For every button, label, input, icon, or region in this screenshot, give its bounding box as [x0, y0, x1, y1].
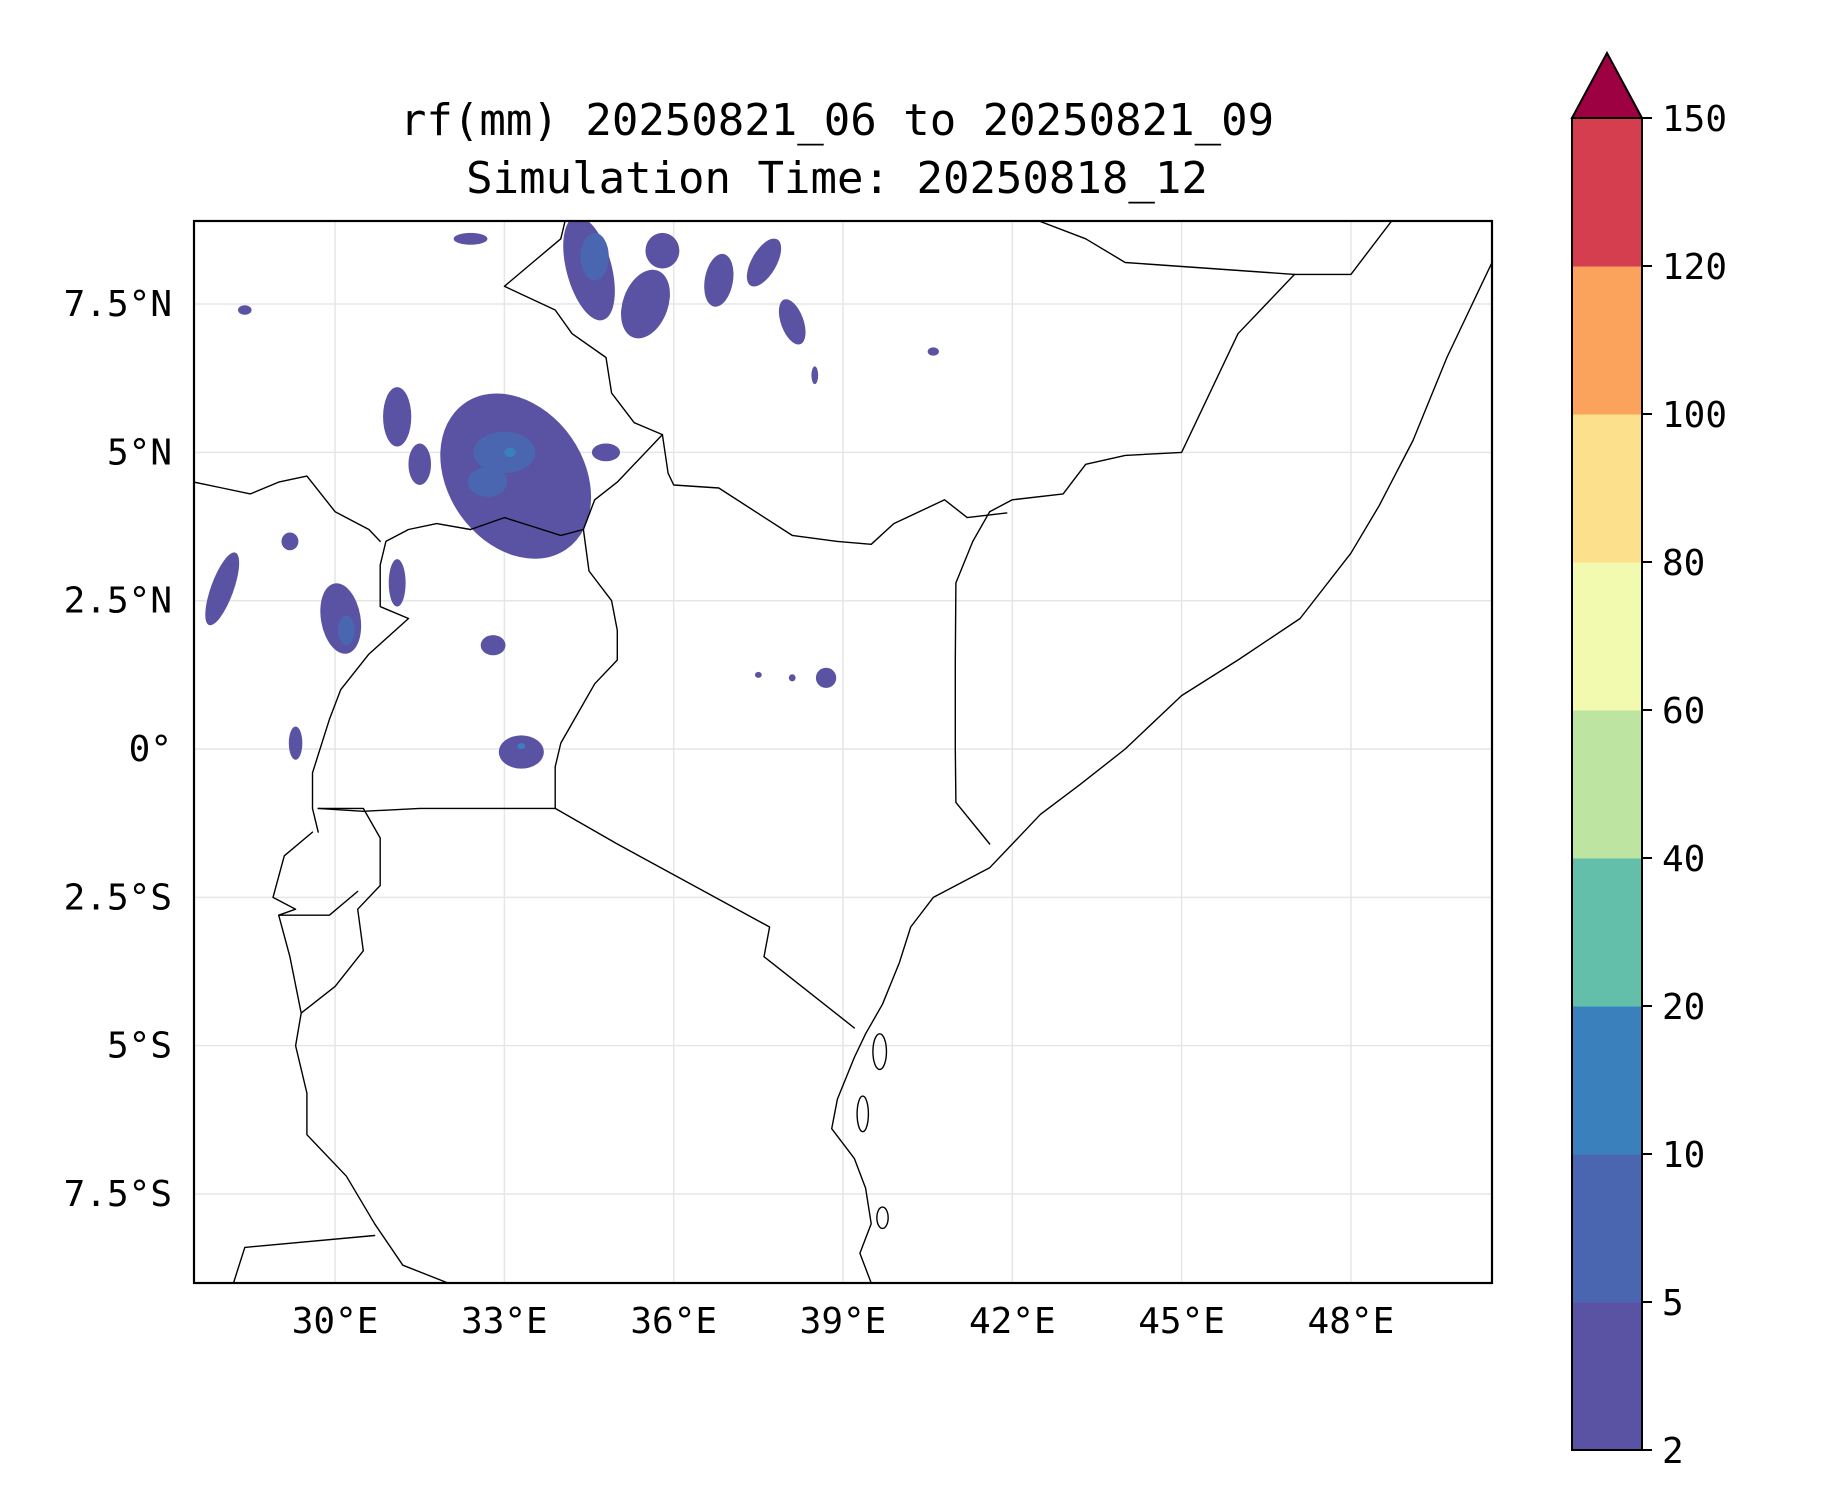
country-borders [194, 221, 1492, 1283]
colorbar-tick-label: 2 [1662, 1431, 1684, 1472]
country-border-line [294, 1012, 449, 1283]
lat-tick-label: 2.5°S [64, 877, 172, 918]
colorbar-outline [1571, 117, 1643, 1451]
country-border-line [272, 831, 314, 1014]
colorbar-segment [1572, 266, 1642, 415]
country-border-line [1037, 221, 1393, 276]
rain-cell [467, 467, 508, 497]
country-border-line [311, 522, 472, 833]
colorbar-tick-label: 40 [1662, 839, 1705, 880]
rain-cell [408, 443, 432, 486]
rain-cell [205, 552, 240, 626]
colorbar-segment [1572, 562, 1642, 711]
country-border-line [194, 475, 381, 543]
rain-cell [383, 387, 412, 447]
rain-cell [927, 347, 939, 356]
country-border-line [232, 1234, 376, 1283]
island-outline [856, 1095, 870, 1133]
lon-tick-label: 39°E [800, 1301, 887, 1342]
colorbar-tick-label: 10 [1662, 1135, 1705, 1176]
rain-cell [498, 735, 544, 769]
country-border-line [661, 433, 1008, 545]
rain-cell [281, 532, 299, 551]
colorbar-tick-label: 20 [1662, 987, 1705, 1028]
rain-cell [320, 583, 362, 654]
longitude-axis: 30°E 33°E 36°E 39°E 42°E 45°E 48°E [292, 1301, 1395, 1342]
rain-cell [815, 667, 837, 688]
rain-cell [811, 366, 819, 385]
rain-cell [645, 232, 680, 269]
country-border-line [954, 511, 991, 845]
country-border-line [469, 433, 664, 537]
country-border-line [554, 807, 855, 1029]
rain-cell [480, 635, 506, 656]
country-border-line [831, 261, 1492, 1283]
rain-cell [288, 726, 303, 760]
colorbar-tick-label: 80 [1662, 543, 1705, 584]
colorbar-tick-label: 150 [1662, 99, 1727, 140]
rainfall-contours [205, 221, 939, 769]
map-frame [192, 219, 1494, 1285]
colorbar: 2 5 10 20 40 60 80 100 120 150 [1570, 50, 1727, 1472]
rain-cell [754, 671, 762, 678]
colorbar-tick-label: 5 [1662, 1283, 1684, 1324]
map-title: rf(mm) 20250821_06 to 20250821_09 [400, 95, 1274, 146]
lon-tick-label: 45°E [1138, 1301, 1225, 1342]
latitude-axis: 7.5°N 5°N 2.5°N 0° 2.5°S 5°S 7.5°S [64, 284, 172, 1215]
rain-cell [621, 269, 670, 339]
rain-cell [778, 299, 806, 345]
rain-cell [337, 615, 355, 646]
lon-tick-label: 48°E [1308, 1301, 1395, 1342]
colorbar-segment [1572, 118, 1642, 267]
lat-tick-label: 5°N [107, 432, 172, 473]
map-gridlines [194, 221, 1492, 1283]
island-outline [872, 1033, 888, 1071]
lon-tick-label: 33°E [461, 1301, 548, 1342]
lat-tick-label: 7.5°N [64, 284, 172, 325]
rain-cell [788, 674, 796, 682]
country-border-line [278, 890, 359, 916]
colorbar-segment [1572, 858, 1642, 1007]
rain-cell [517, 743, 526, 750]
rain-cell [580, 232, 609, 281]
rain-cell [704, 253, 734, 307]
colorbar-tick-label: 100 [1662, 395, 1727, 436]
lat-tick-label: 0° [129, 729, 172, 770]
colorbar-extend-arrow [1570, 50, 1644, 119]
rain-cell [504, 447, 516, 458]
rain-cell [440, 393, 592, 559]
lat-tick-label: 5°S [107, 1026, 172, 1067]
lat-tick-label: 2.5°N [64, 581, 172, 622]
colorbar-segment [1572, 710, 1642, 859]
rain-cell [453, 232, 488, 245]
country-border-line [554, 528, 618, 810]
island-outline [876, 1206, 889, 1230]
country-border-line [989, 273, 1296, 513]
lon-tick-label: 42°E [969, 1301, 1056, 1342]
rain-cell [591, 443, 621, 462]
rain-cell [238, 305, 252, 315]
rain-cell [746, 238, 782, 287]
colorbar-segment [1572, 1154, 1642, 1303]
rain-cell [388, 559, 406, 607]
lat-tick-label: 7.5°S [64, 1174, 172, 1215]
colorbar-segment [1572, 1006, 1642, 1155]
lon-tick-label: 36°E [630, 1301, 717, 1342]
colorbar-tick-label: 60 [1662, 691, 1705, 732]
map-subtitle: Simulation Time: 20250818_12 [466, 153, 1208, 204]
colorbar-segment [1572, 414, 1642, 563]
rain-cell [473, 431, 536, 474]
colorbar-segment [1572, 1302, 1642, 1451]
colorbar-tick-label: 120 [1662, 247, 1727, 288]
country-border-line [503, 221, 664, 436]
lon-tick-label: 30°E [292, 1301, 379, 1342]
country-border-line [317, 807, 556, 812]
country-border-line [300, 807, 381, 1014]
